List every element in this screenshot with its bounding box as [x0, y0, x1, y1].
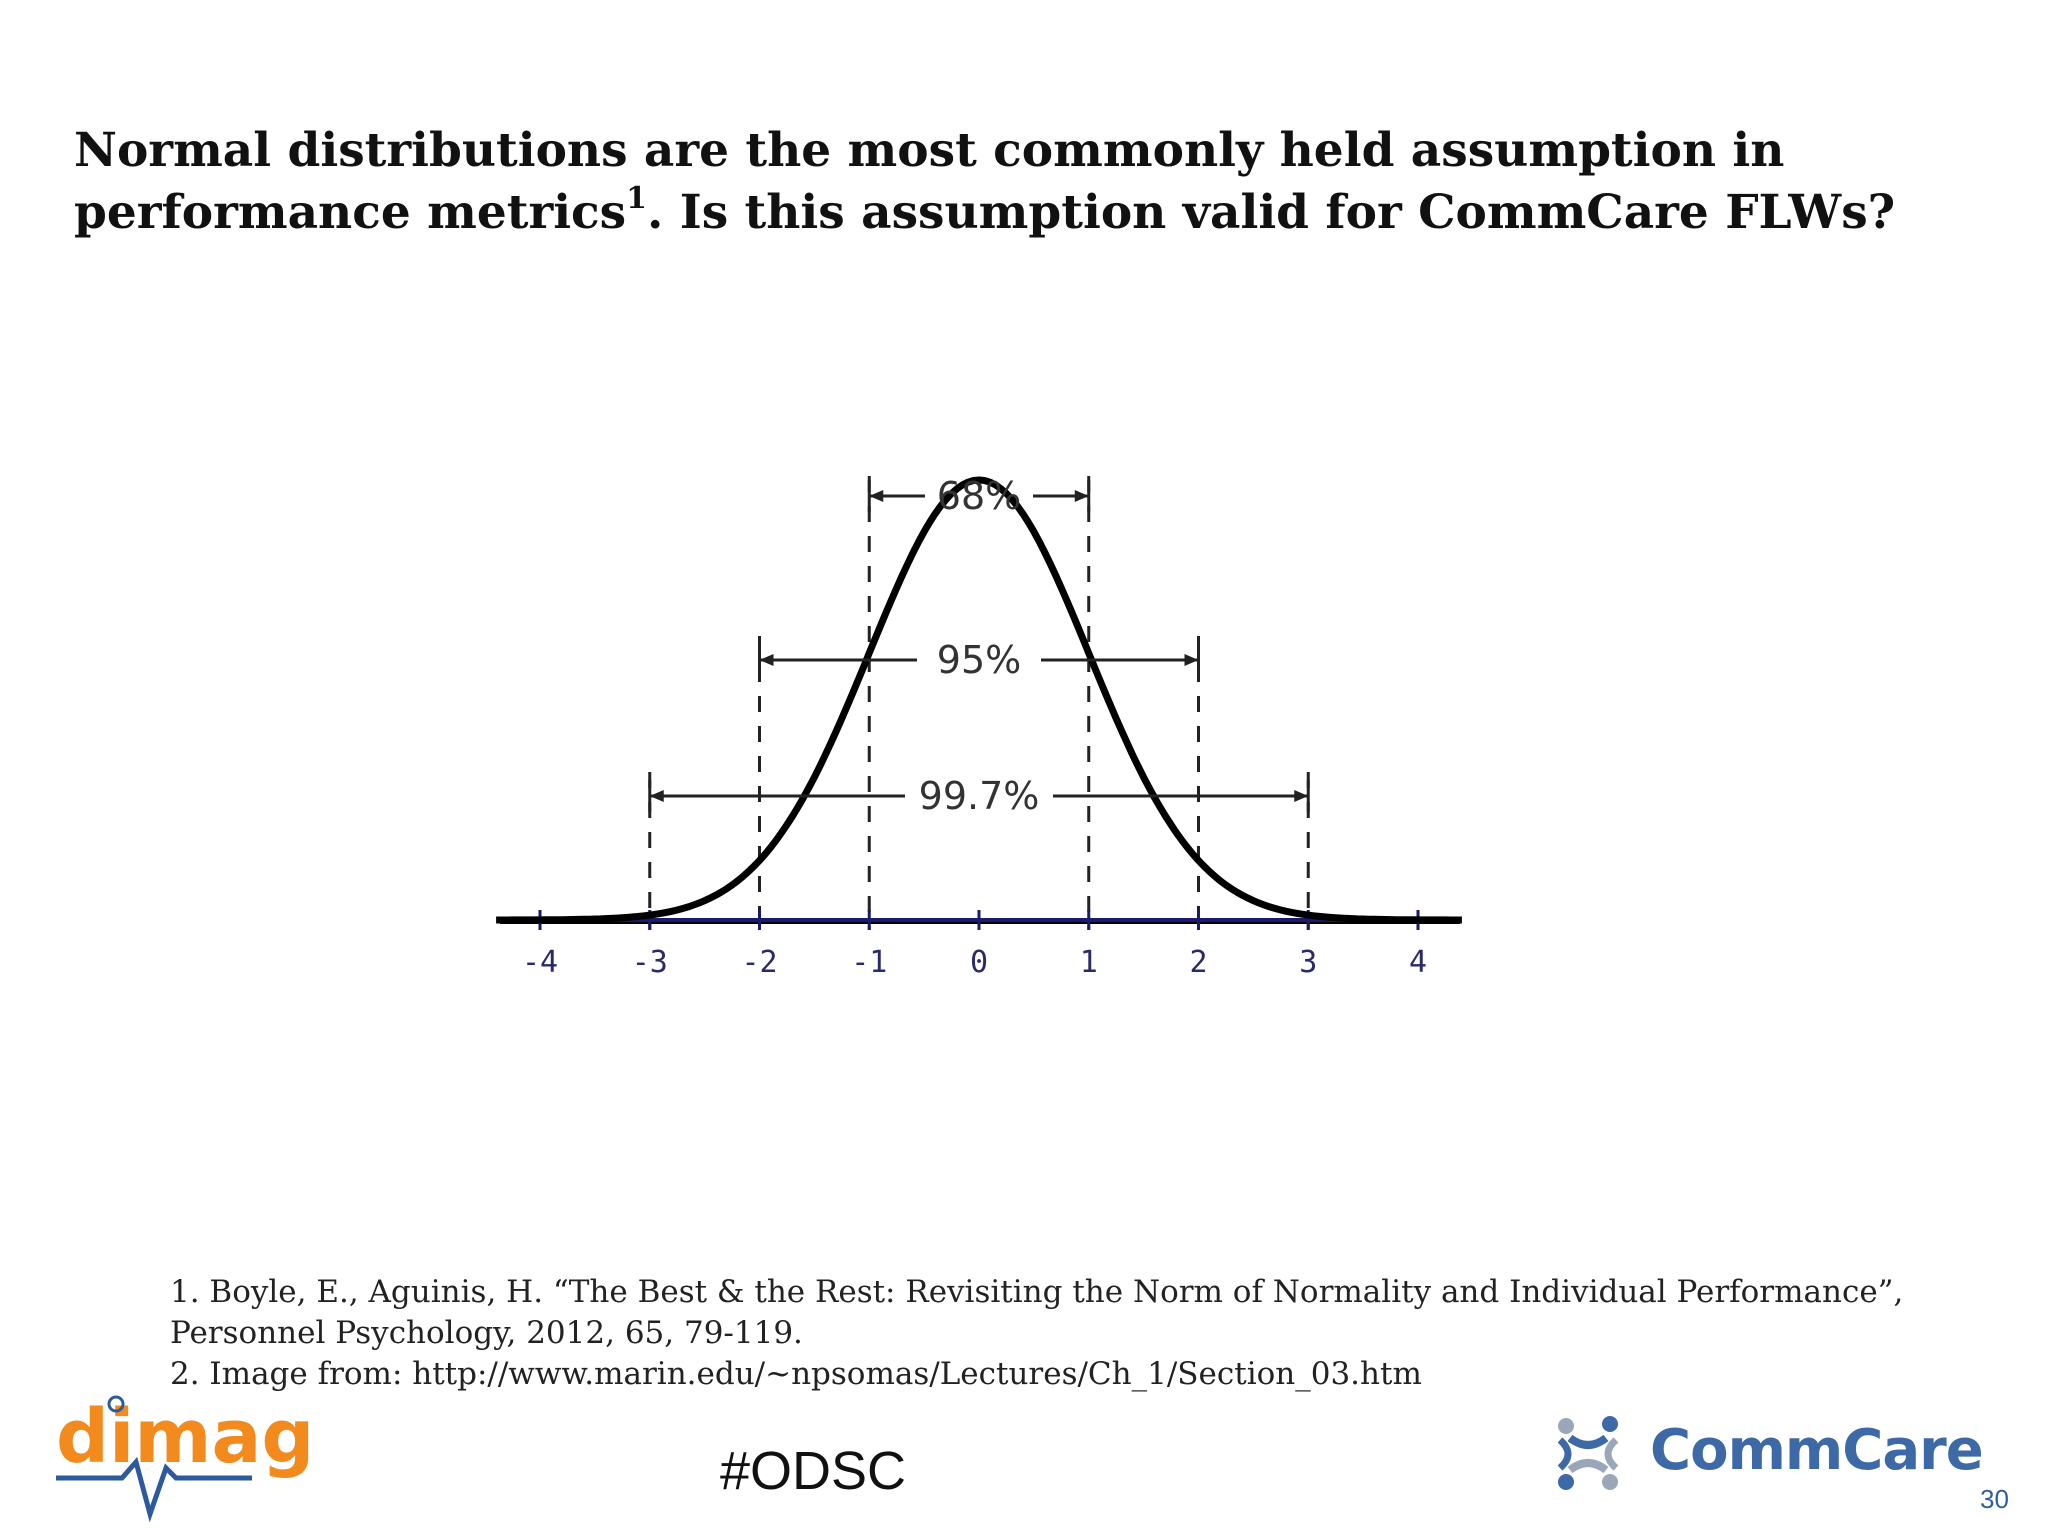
heartbeat-line-icon [56, 1456, 252, 1522]
page-number: 30 [1980, 1484, 2009, 1514]
arrowhead-right-icon [1294, 790, 1309, 802]
title-tail: . Is this assumption valid for CommCare … [647, 185, 1896, 240]
footnotes: 1. Boyle, E., Aguinis, H. “The Best & th… [170, 1272, 2010, 1395]
commcare-logo [1557, 1416, 1619, 1490]
x-tick-label: -2 [741, 945, 777, 980]
arrowhead-left-icon [759, 654, 774, 666]
interval-label: 68% [937, 474, 1021, 518]
footnote-1: 1. Boyle, E., Aguinis, H. “The Best & th… [170, 1274, 1904, 1351]
x-tick-label: 2 [1189, 945, 1207, 980]
arrowhead-right-icon [1184, 654, 1199, 666]
x-tick-label: 3 [1299, 945, 1317, 980]
dimagi-logo-text: dimagi [56, 1394, 312, 1480]
interval-label: 99.7% [919, 774, 1040, 818]
x-tick-label: 4 [1409, 945, 1427, 980]
x-tick-label: -4 [522, 945, 558, 980]
hashtag: #ODSC [720, 1441, 907, 1501]
normal-distribution-chart: -4 -3 -2 -1 0 1 2 3 4 68% 95% 99.7% [480, 380, 1480, 1010]
arrowhead-left-icon [649, 790, 664, 802]
x-tick-label: 0 [970, 945, 988, 980]
commcare-people-icon [1557, 1416, 1619, 1490]
x-tick-label: -1 [851, 945, 887, 980]
slide-title: Normal distributions are the most common… [74, 120, 1974, 244]
dimagi-logo: dimagi [56, 1394, 312, 1522]
chart-svg: -4 -3 -2 -1 0 1 2 3 4 68% 95% 99.7% [496, 474, 1462, 980]
arrowhead-left-icon [869, 490, 884, 502]
title-footnote-mark: 1 [626, 181, 648, 216]
x-tick-label: -3 [632, 945, 668, 980]
footnote-2: 2. Image from: http://www.marin.edu/~nps… [170, 1356, 1422, 1392]
commcare-logo-text: CommCare [1650, 1418, 1984, 1483]
arrowhead-right-icon [1074, 490, 1089, 502]
title-main: Normal distributions are the most common… [74, 123, 1785, 240]
globe-icon [107, 1395, 125, 1413]
x-tick-label: 1 [1080, 945, 1098, 980]
interval-label: 95% [937, 638, 1021, 682]
normal-curve [496, 476, 1462, 924]
